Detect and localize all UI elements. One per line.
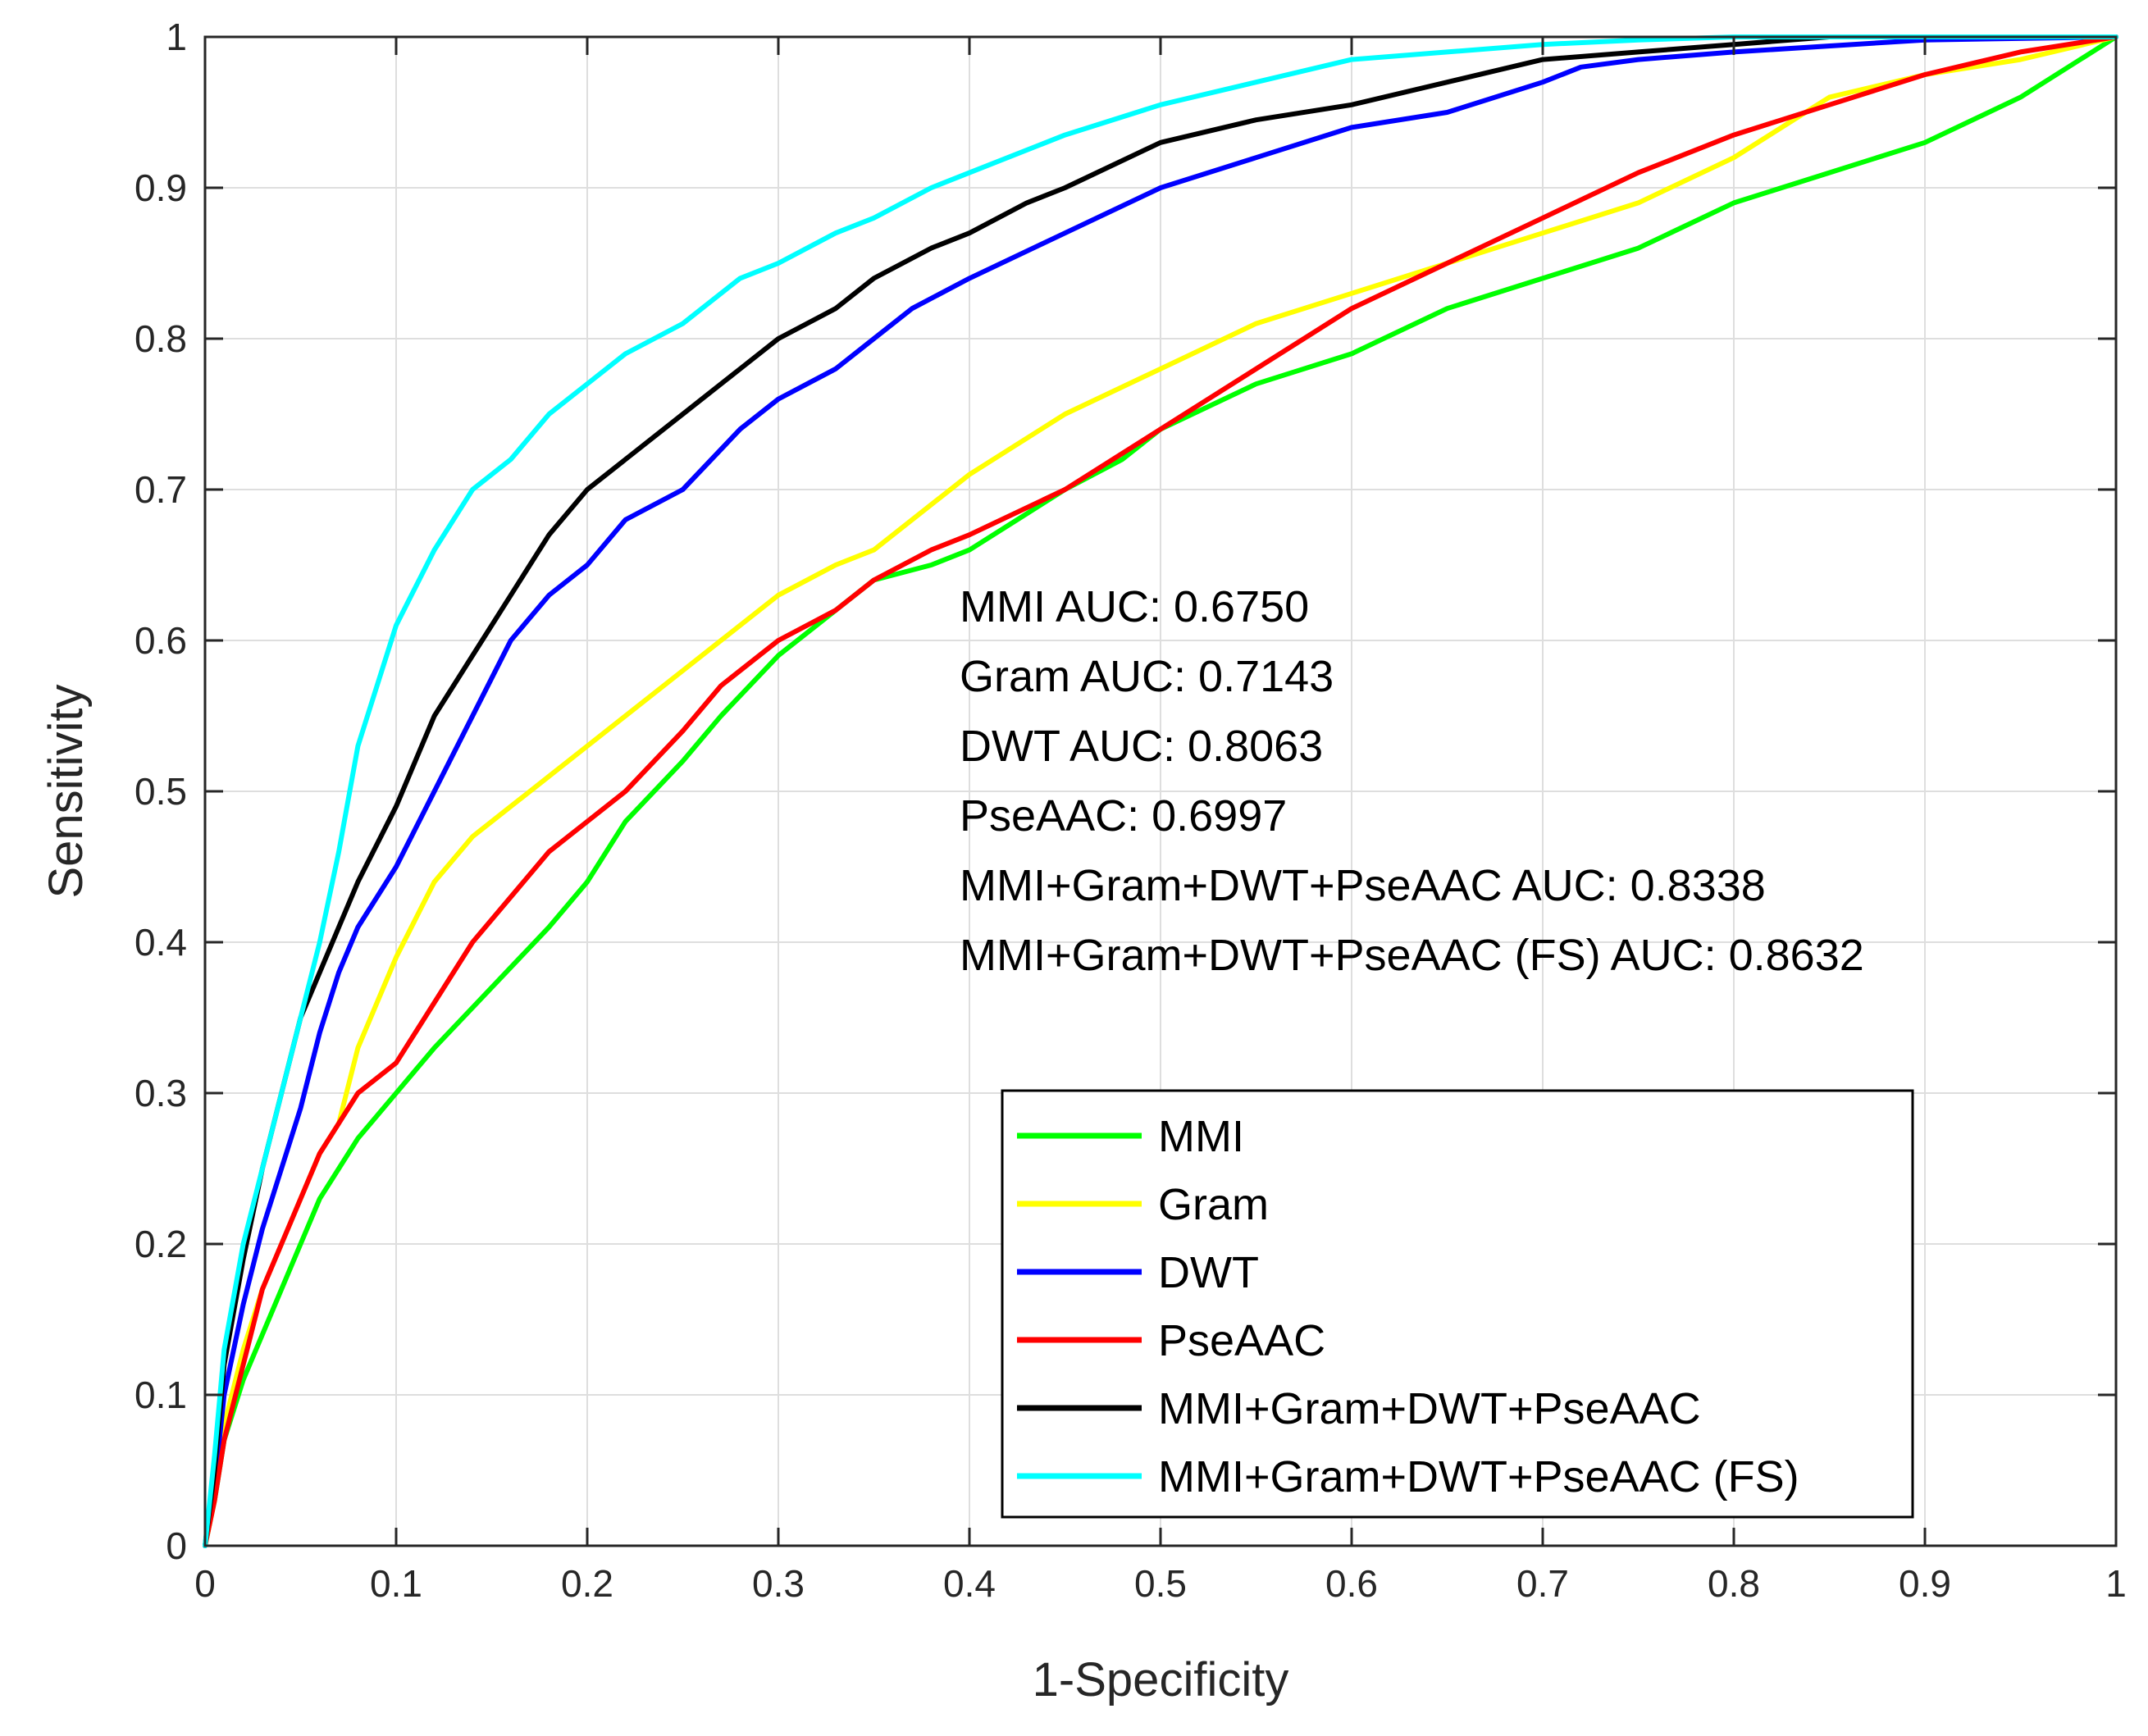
x-tick-label: 0 (194, 1562, 216, 1605)
y-tick-label: 0.4 (135, 921, 187, 964)
series-line-5 (203, 34, 2118, 1548)
tick-labels: 0 0.1 0.2 0.3 0.4 0.5 0.6 0.7 0.8 0.9 1 0 0.1 0.2 0.3 0… (135, 16, 2127, 1605)
x-tick-label: 1 (2105, 1562, 2127, 1605)
y-tick-label: 0.2 (135, 1223, 187, 1265)
annotation-pseaac-auc: PseAAC: 0.6997 (960, 791, 1287, 841)
legend-label-4: MMI+Gram+DWT+PseAAC (1158, 1384, 1701, 1433)
y-tick-label: 0 (166, 1524, 187, 1567)
y-tick-label: 0.8 (135, 317, 187, 360)
annotation-dwt-auc: DWT AUC: 0.8063 (960, 722, 1323, 771)
x-tick-label: 0.2 (561, 1562, 613, 1605)
legend-label-0: MMI (1158, 1112, 1244, 1161)
x-tick-label: 0.8 (1708, 1562, 1760, 1605)
x-axis-title: 1-Specificity (1033, 1653, 1289, 1706)
legend-label-3: PseAAC (1158, 1316, 1325, 1365)
legend: MMI Gram DWT PseAAC MMI+Gram+DWT+PseAAC MMI+G… (1001, 1089, 1914, 1519)
annotation-combined-auc: MMI+Gram+DWT+PseAAC AUC: 0.8338 (960, 861, 1766, 910)
annotation-mmi-auc: MMI AUC: 0.6750 (960, 582, 1309, 631)
series-line-3 (203, 34, 2118, 1548)
legend-label-5: MMI+Gram+DWT+PseAAC (FS) (1158, 1452, 1799, 1501)
y-tick-label: 0.3 (135, 1072, 187, 1114)
legend-label-1: Gram (1158, 1180, 1269, 1229)
auc-annotations: MMI AUC: 0.6750 Gram AUC: 0.7143 DWT AUC… (960, 582, 1864, 980)
annotation-gram-auc: Gram AUC: 0.7143 (960, 652, 1334, 701)
y-tick-label: 0.6 (135, 619, 187, 662)
y-tick-label: 0.9 (135, 166, 187, 209)
x-tick-label: 0.7 (1516, 1562, 1569, 1605)
series-layer (203, 34, 2118, 1548)
x-tick-label: 0.1 (370, 1562, 422, 1605)
series-line-0 (203, 34, 2118, 1548)
ticks (203, 35, 2118, 1547)
y-tick-label: 0.7 (135, 468, 187, 511)
y-tick-label: 1 (166, 16, 187, 58)
series-line-2 (203, 34, 2118, 1548)
y-tick-label: 0.1 (135, 1374, 187, 1416)
x-tick-label: 0.5 (1134, 1562, 1187, 1605)
x-tick-label: 0.9 (1899, 1562, 1951, 1605)
x-tick-label: 0.3 (752, 1562, 805, 1605)
legend-box (1001, 1089, 1914, 1519)
y-axis-title: Sensitivity (39, 684, 93, 898)
annotation-combined-fs-auc: MMI+Gram+DWT+PseAAC (FS) AUC: 0.8632 (960, 931, 1864, 980)
x-tick-label: 0.6 (1325, 1562, 1378, 1605)
x-tick-label: 0.4 (943, 1562, 996, 1605)
y-tick-label: 0.5 (135, 770, 187, 813)
legend-label-2: DWT (1158, 1248, 1259, 1297)
